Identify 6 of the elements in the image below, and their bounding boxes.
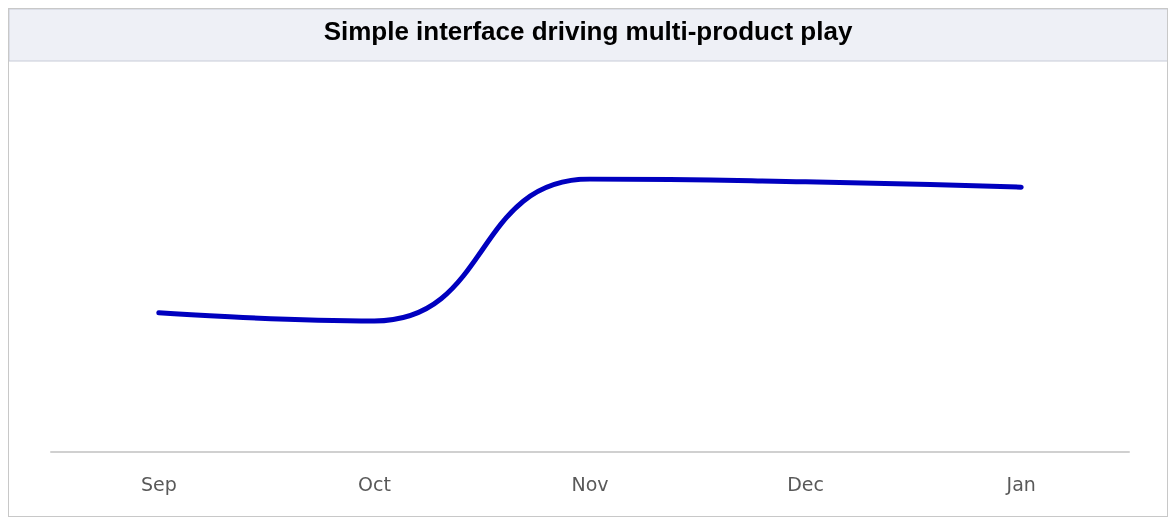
- x-tick-label: Nov: [571, 472, 609, 495]
- x-tick-label: Sep: [140, 472, 177, 495]
- chart-title: Simple interface driving multi-product play: [323, 16, 853, 46]
- x-tick-label: Dec: [787, 472, 824, 495]
- x-tick-label: Jan: [1005, 472, 1036, 495]
- x-tick-label: Oct: [357, 472, 391, 495]
